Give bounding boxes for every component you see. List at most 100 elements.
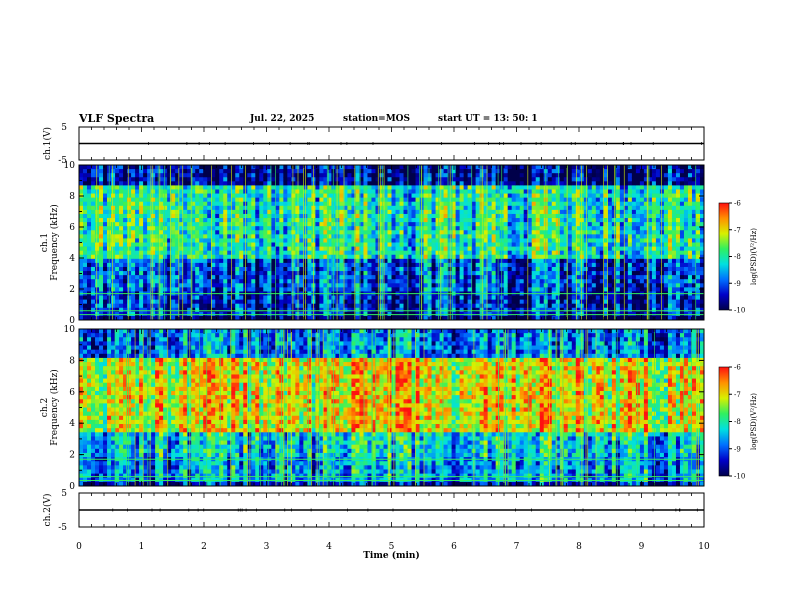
spectrogram-cell — [267, 250, 272, 256]
spectrogram-cell — [467, 287, 473, 292]
spectrogram-cell — [551, 177, 557, 182]
spectrogram-cell — [271, 189, 276, 194]
spectrogram-cell — [123, 275, 128, 280]
spectrogram-cell — [95, 295, 100, 301]
spectrogram-cell — [111, 209, 116, 215]
spectrogram-cell — [471, 254, 477, 260]
spectrogram-cell — [327, 181, 332, 186]
spectrogram-cell — [247, 262, 252, 268]
spectrogram-cell — [323, 218, 328, 223]
spectrogram-cell — [147, 238, 152, 243]
spectrogram-cell — [535, 165, 541, 170]
spectrogram-cell — [287, 287, 292, 292]
spectrogram-cell — [435, 246, 440, 252]
spectrogram-cell — [327, 197, 332, 203]
spectrogram-cell — [83, 213, 88, 219]
spectrogram-cell — [163, 218, 168, 223]
spectrogram-cell — [519, 279, 525, 284]
spectrogram-cell — [399, 177, 404, 182]
spectrogram-cell — [115, 181, 120, 186]
spectrogram-cell — [439, 246, 444, 252]
spectrogram-cell — [475, 177, 481, 182]
spectrogram-cell — [567, 209, 573, 215]
spectrogram-cell — [115, 165, 120, 170]
spectrogram-cell — [391, 262, 396, 268]
spectrogram-cell — [411, 185, 416, 190]
spectrogram-cell — [535, 177, 541, 182]
spectrogram-cell — [175, 266, 180, 272]
spectrogram-cell — [127, 266, 132, 272]
spectrogram-cell — [147, 246, 152, 252]
spectrogram-cell — [323, 230, 328, 235]
spectrogram-cell — [535, 213, 541, 219]
spectrogram-cell — [559, 262, 565, 268]
spectrogram-cell — [131, 250, 136, 256]
spectrogram-cell — [187, 246, 192, 252]
spectrogram-cell — [435, 279, 440, 284]
spectrogram-cell — [451, 209, 457, 215]
spectrogram-cell — [343, 193, 348, 199]
spectrogram-cell — [443, 262, 448, 268]
spectrogram-cell — [559, 258, 565, 264]
spectrogram-cell — [491, 169, 497, 174]
spectrogram-cell — [431, 246, 436, 252]
spectrogram-cell — [135, 201, 140, 207]
spectrogram-cell — [411, 299, 416, 305]
spectrogram-cell — [127, 242, 132, 247]
spectrogram-cell — [539, 246, 545, 252]
spectrogram-cell — [167, 242, 172, 247]
spectrogram-cell — [207, 266, 212, 272]
spectrogram-cell — [267, 165, 272, 170]
spectrogram-cell — [587, 213, 593, 219]
spectrogram-cell — [503, 283, 509, 288]
spectrogram-cell — [263, 177, 268, 182]
spectrogram-cell — [387, 295, 392, 301]
spectrogram-cell — [127, 250, 132, 256]
spectrogram-cell — [319, 209, 324, 215]
spectrogram-cell — [87, 185, 92, 190]
spectrogram-cell — [87, 209, 92, 215]
spectrogram-cell — [127, 226, 132, 231]
spectrogram-cell — [295, 275, 300, 280]
spectrogram-cell — [395, 218, 400, 223]
spectrogram-cell — [491, 177, 497, 182]
spectrogram-cell — [443, 234, 448, 239]
spectrogram-cell — [183, 177, 188, 182]
spectrogram-cell — [239, 173, 244, 178]
spectrogram-cell — [323, 303, 328, 309]
spectrogram-cell — [227, 185, 232, 190]
spectrogram-cell — [307, 193, 312, 199]
spectrogram-cell — [483, 213, 489, 219]
spectrogram-cell — [231, 295, 236, 301]
spectrogram-cell — [151, 181, 156, 186]
spectrogram-cell — [515, 193, 521, 199]
spectrogram-cell — [487, 218, 493, 223]
start-time-label: start UT = 13: 50: 1 — [438, 114, 538, 124]
spectrogram-cell — [599, 177, 605, 182]
spectrogram-cell — [95, 189, 100, 194]
spectrogram-cell — [439, 299, 444, 305]
spectrogram-cell — [447, 315, 452, 321]
spectrogram-cell — [531, 169, 537, 174]
spectrogram-cell — [515, 246, 521, 252]
spectrogram-cell — [163, 201, 168, 207]
spectrogram-cell — [571, 230, 577, 235]
spectrogram-cell — [231, 234, 236, 239]
spectrogram-cell — [287, 271, 292, 276]
spectrogram-cell — [555, 189, 561, 194]
spectrogram-cell — [591, 169, 597, 174]
spectrogram-cell — [291, 177, 296, 182]
spectrogram-cell — [535, 295, 541, 301]
spectrogram-cell — [523, 213, 529, 219]
spectrogram-cell — [399, 266, 404, 272]
spectrogram-cell — [363, 307, 368, 313]
spectrogram-cell — [275, 242, 280, 247]
spectrogram-cell — [87, 258, 92, 264]
spectrogram-cell — [255, 299, 260, 305]
spectrogram-cell — [423, 295, 428, 301]
spectrogram-cell — [91, 238, 96, 243]
spectrogram-cell — [395, 213, 400, 219]
spectrogram-cell — [563, 287, 569, 292]
spectrogram-cell — [315, 279, 320, 284]
spectrogram-cell — [579, 307, 585, 313]
